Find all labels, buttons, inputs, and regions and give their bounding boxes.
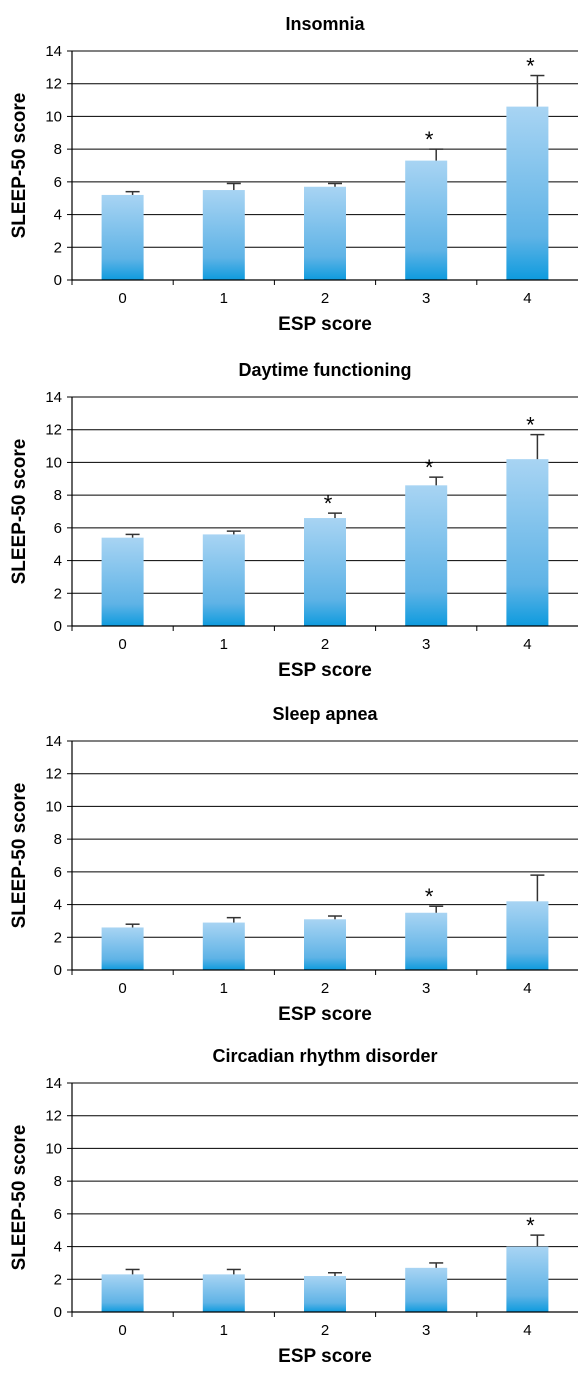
y-tick-label: 10 bbox=[45, 798, 62, 815]
y-axis-label: SLEEP-50 score bbox=[9, 783, 30, 929]
x-tick-label: 4 bbox=[523, 290, 531, 307]
x-tick-label: 2 bbox=[321, 636, 329, 653]
chart-title: Insomnia bbox=[285, 14, 365, 34]
y-tick-label: 4 bbox=[54, 897, 62, 914]
chart-panel: Circadian rhythm disorder SLEEP-50 score 0… bbox=[9, 1046, 578, 1367]
significance-marker: * bbox=[526, 413, 535, 438]
bar bbox=[405, 912, 448, 970]
x-tick-label: 2 bbox=[321, 1322, 329, 1339]
y-tick-label: 12 bbox=[45, 766, 62, 783]
y-tick-label: 2 bbox=[54, 1271, 62, 1288]
chart-title: Sleep apnea bbox=[272, 704, 378, 724]
y-tick-label: 4 bbox=[54, 207, 62, 224]
bar bbox=[202, 190, 245, 280]
significance-marker: * bbox=[425, 455, 434, 480]
y-tick-label: 0 bbox=[54, 618, 62, 635]
y-tick-label: 6 bbox=[54, 174, 62, 191]
bar bbox=[202, 534, 245, 626]
bar bbox=[506, 1246, 549, 1312]
y-tick-label: 6 bbox=[54, 520, 62, 537]
chart-title: Daytime functioning bbox=[238, 360, 411, 380]
significance-marker: * bbox=[324, 491, 333, 516]
x-tick-label: 2 bbox=[321, 290, 329, 307]
y-tick-label: 2 bbox=[54, 929, 62, 946]
bar bbox=[304, 186, 346, 280]
x-tick-label: 3 bbox=[422, 980, 430, 997]
bar bbox=[101, 194, 144, 280]
x-tick-label: 1 bbox=[220, 636, 228, 653]
y-tick-label: 0 bbox=[54, 272, 62, 289]
y-tick-label: 12 bbox=[45, 1108, 62, 1125]
y-tick-label: 0 bbox=[54, 1304, 62, 1321]
y-tick-label: 6 bbox=[54, 1206, 62, 1223]
x-tick-label: 4 bbox=[523, 1322, 531, 1339]
y-tick-label: 2 bbox=[54, 585, 62, 602]
chart-title: Circadian rhythm disorder bbox=[212, 1046, 437, 1066]
x-tick-label: 0 bbox=[118, 290, 126, 307]
x-tick-label: 4 bbox=[523, 636, 531, 653]
x-tick-label: 2 bbox=[321, 980, 329, 997]
bar bbox=[101, 537, 144, 626]
x-tick-label: 3 bbox=[422, 1322, 430, 1339]
y-tick-label: 8 bbox=[54, 487, 62, 504]
bar bbox=[304, 919, 346, 970]
bar bbox=[405, 1267, 448, 1312]
y-tick-label: 10 bbox=[45, 1140, 62, 1157]
significance-marker: * bbox=[526, 1213, 535, 1238]
significance-marker: * bbox=[526, 54, 535, 79]
x-tick-label: 0 bbox=[118, 980, 126, 997]
y-tick-label: 0 bbox=[54, 962, 62, 979]
bar bbox=[202, 1274, 245, 1312]
x-tick-label: 1 bbox=[220, 980, 228, 997]
x-axis-label: ESP score bbox=[278, 1346, 372, 1367]
x-tick-label: 0 bbox=[118, 636, 126, 653]
y-tick-label: 8 bbox=[54, 1173, 62, 1190]
y-tick-label: 10 bbox=[45, 454, 62, 471]
y-tick-label: 2 bbox=[54, 239, 62, 256]
bar bbox=[506, 106, 549, 280]
y-axis-label: SLEEP-50 score bbox=[9, 439, 30, 585]
y-tick-label: 14 bbox=[45, 1075, 62, 1092]
y-axis-label: SLEEP-50 score bbox=[9, 93, 30, 239]
x-axis-label: ESP score bbox=[278, 1004, 372, 1025]
y-tick-label: 10 bbox=[45, 108, 62, 125]
bar bbox=[304, 1276, 346, 1312]
y-tick-label: 14 bbox=[45, 733, 62, 750]
bar bbox=[506, 901, 549, 970]
bar bbox=[304, 518, 346, 626]
x-tick-label: 4 bbox=[523, 980, 531, 997]
bar bbox=[101, 1274, 144, 1312]
x-tick-label: 1 bbox=[220, 1322, 228, 1339]
x-axis-label: ESP score bbox=[278, 660, 372, 681]
y-tick-label: 6 bbox=[54, 864, 62, 881]
y-tick-label: 4 bbox=[54, 553, 62, 570]
x-tick-label: 0 bbox=[118, 1322, 126, 1339]
x-tick-label: 3 bbox=[422, 636, 430, 653]
y-tick-label: 8 bbox=[54, 831, 62, 848]
y-tick-label: 14 bbox=[45, 43, 62, 60]
bar bbox=[202, 922, 245, 970]
y-tick-label: 8 bbox=[54, 141, 62, 158]
significance-marker: * bbox=[425, 127, 434, 152]
bar bbox=[405, 485, 448, 626]
x-tick-label: 3 bbox=[422, 290, 430, 307]
bar bbox=[506, 459, 549, 626]
y-tick-label: 4 bbox=[54, 1239, 62, 1256]
y-tick-label: 12 bbox=[45, 76, 62, 93]
bar bbox=[405, 160, 448, 280]
bar bbox=[101, 927, 144, 970]
significance-marker: * bbox=[425, 884, 434, 909]
y-tick-label: 14 bbox=[45, 389, 62, 406]
y-tick-label: 12 bbox=[45, 422, 62, 439]
x-axis-label: ESP score bbox=[278, 314, 372, 335]
x-tick-label: 1 bbox=[220, 290, 228, 307]
y-axis-label: SLEEP-50 score bbox=[9, 1125, 30, 1271]
